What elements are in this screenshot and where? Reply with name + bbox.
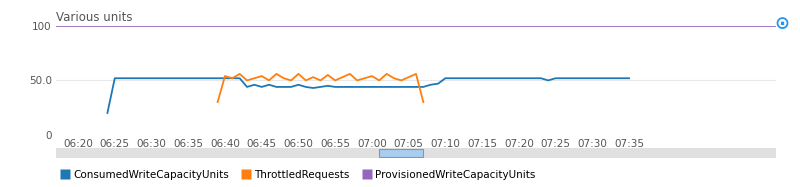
FancyBboxPatch shape: [379, 149, 423, 157]
Legend: ConsumedWriteCapacityUnits, ThrottledRequests, ProvisionedWriteCapacityUnits: ConsumedWriteCapacityUnits, ThrottledReq…: [62, 170, 535, 180]
Text: Various units: Various units: [56, 11, 133, 24]
Text: ⊙: ⊙: [774, 15, 790, 33]
